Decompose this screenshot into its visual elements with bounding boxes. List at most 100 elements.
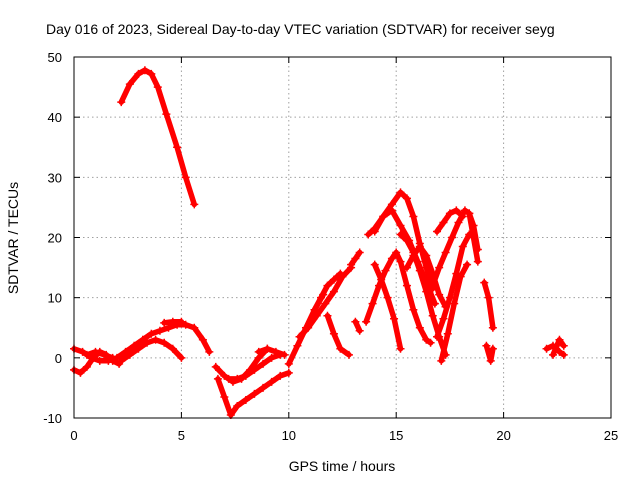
data-point-marker <box>147 329 156 338</box>
data-point-marker <box>125 350 134 359</box>
series-line <box>434 231 472 340</box>
series-arc-13 <box>310 269 345 314</box>
data-point-marker <box>336 269 345 278</box>
data-point-marker <box>402 281 411 290</box>
data-point-marker <box>295 332 304 341</box>
data-point-marker <box>377 275 386 284</box>
data-point-marker <box>463 260 472 269</box>
y-tick-label: 10 <box>48 291 62 306</box>
x-axis-label: GPS time / hours <box>289 458 396 474</box>
x-tick-label: 5 <box>178 428 185 443</box>
data-point-marker <box>465 209 474 218</box>
data-point-marker <box>323 311 332 320</box>
series-line <box>215 370 292 418</box>
data-point-marker <box>439 314 448 323</box>
data-point-marker <box>452 206 461 215</box>
series-arc-4 <box>117 335 186 365</box>
data-point-marker <box>321 299 330 308</box>
data-point-marker <box>448 233 457 242</box>
data-point-marker <box>284 368 293 377</box>
data-point-marker <box>482 341 491 350</box>
data-point-marker <box>336 344 345 353</box>
data-point-marker <box>259 383 268 392</box>
data-point-marker <box>117 98 126 107</box>
data-point-marker <box>125 80 134 89</box>
series-line <box>118 67 198 208</box>
grid-lines <box>74 57 611 418</box>
data-point-marker <box>415 266 424 275</box>
data-point-marker <box>450 299 459 308</box>
data-point-marker <box>162 110 171 119</box>
tick-labels: 0 5 10 15 20 25 -10 0 10 20 30 40 50 <box>43 50 618 443</box>
data-point-marker <box>91 347 100 356</box>
data-point-marker <box>480 278 489 287</box>
data-point-marker <box>355 248 364 257</box>
data-point-marker <box>263 344 272 353</box>
series-arc-14 <box>323 311 353 359</box>
data-point-marker <box>259 359 268 368</box>
data-point-marker <box>549 350 558 359</box>
data-point-marker <box>190 200 199 209</box>
data-point-marker <box>435 263 444 272</box>
series-arc-12 <box>295 263 356 341</box>
data-point-marker <box>310 305 319 314</box>
data-point-marker <box>422 287 431 296</box>
data-point-marker <box>355 326 364 335</box>
series-arc-26 <box>437 260 472 365</box>
series-line <box>324 312 352 358</box>
data-point-marker <box>445 209 454 218</box>
series-line <box>481 279 496 331</box>
data-point-marker <box>211 362 220 371</box>
data-point-marker <box>486 356 495 365</box>
data-point-marker <box>488 344 497 353</box>
series-arc-9 <box>213 368 293 419</box>
series-line <box>118 337 185 364</box>
series-arc-20 <box>370 260 405 353</box>
data-point-marker <box>267 377 276 386</box>
data-point-marker <box>280 350 289 359</box>
data-point-marker <box>134 69 143 78</box>
data-point-marker <box>213 374 222 383</box>
data-point-marker <box>267 353 276 362</box>
data-point-marker <box>237 374 246 383</box>
data-point-marker <box>426 338 435 347</box>
data-point-marker <box>117 356 126 365</box>
chart-title: Day 016 of 2023, Sidereal Day-to-day VTE… <box>46 21 555 37</box>
series-arc-15 <box>347 248 364 269</box>
data-point-marker <box>422 251 431 260</box>
data-point-marker <box>458 242 467 251</box>
data-point-marker <box>284 359 293 368</box>
series-line <box>483 343 496 364</box>
data-point-marker <box>559 350 568 359</box>
y-axis-label: SDTVAR / TECUs <box>5 182 21 294</box>
data-point-marker <box>100 350 109 359</box>
data-point-marker <box>454 218 463 227</box>
data-point-marker <box>439 218 448 227</box>
data-point-marker <box>428 311 437 320</box>
series-line <box>363 249 434 346</box>
data-point-marker <box>484 293 493 302</box>
data-point-marker <box>387 254 396 263</box>
y-tick-label: 40 <box>48 110 62 125</box>
data-point-marker <box>422 335 431 344</box>
data-point-marker <box>488 323 497 332</box>
series-line <box>371 261 404 352</box>
series-arc-28 <box>480 278 497 332</box>
data-point-marker <box>364 230 373 239</box>
y-tick-label: 30 <box>48 170 62 185</box>
data-point-marker <box>177 317 186 326</box>
data-point-marker <box>396 221 405 230</box>
data-point-marker <box>351 317 360 326</box>
data-point-marker <box>409 251 418 260</box>
data-point-marker <box>181 173 190 182</box>
x-tick-label: 10 <box>282 428 296 443</box>
data-point-marker <box>329 287 338 296</box>
data-point-marker <box>433 227 442 236</box>
data-point-marker <box>396 344 405 353</box>
series-arc-22 <box>402 242 450 311</box>
data-point-marker <box>402 194 411 203</box>
data-point-marker <box>460 206 469 215</box>
data-point-marker <box>312 311 321 320</box>
data-point-marker <box>254 347 263 356</box>
